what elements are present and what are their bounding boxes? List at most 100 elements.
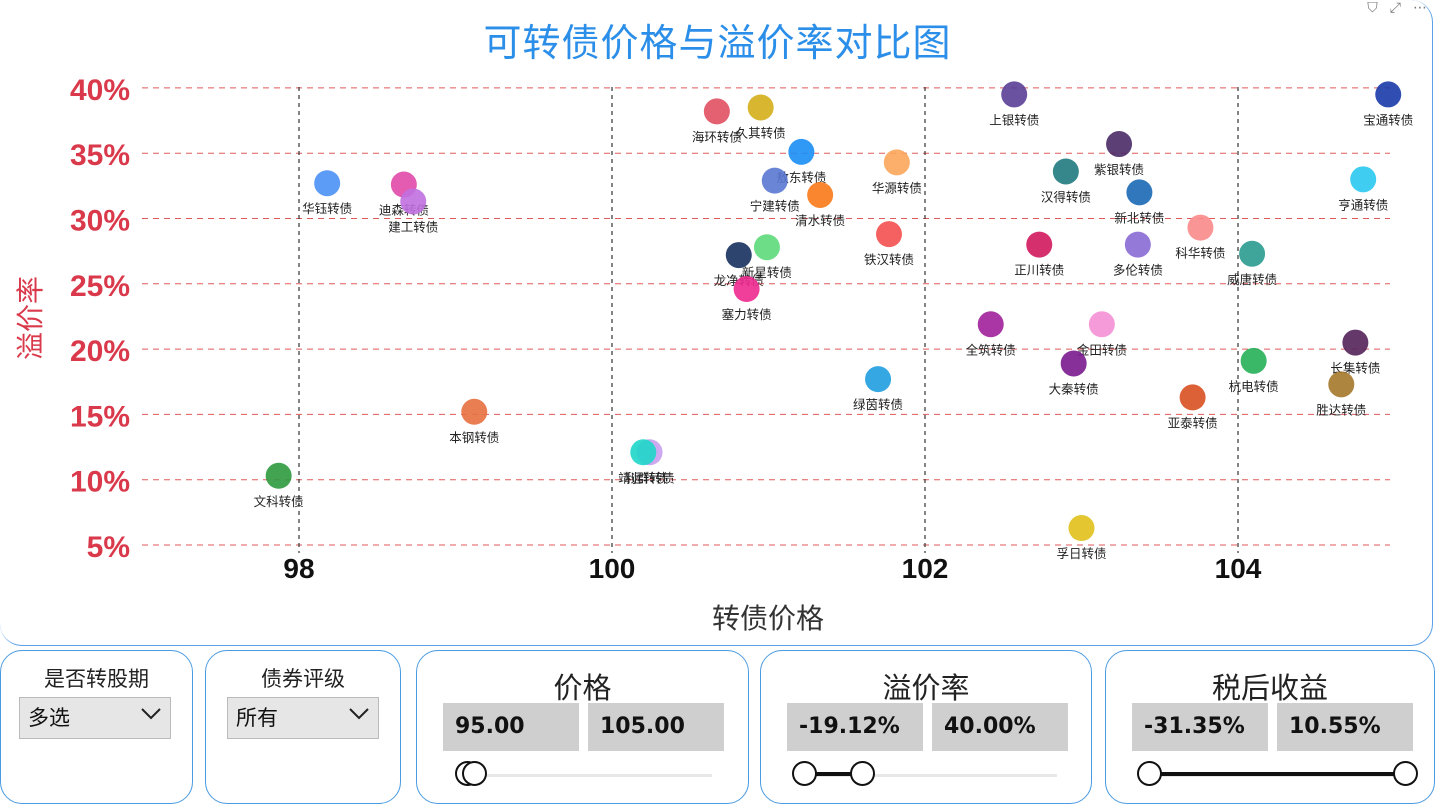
- y-tick-label: 15%: [70, 400, 130, 433]
- slicer-conversion-title: 是否转股期: [44, 667, 149, 691]
- data-point: [977, 311, 1004, 338]
- data-point-label: 清水转债: [795, 213, 845, 228]
- premium-max-input[interactable]: 40.00%: [932, 703, 1068, 751]
- data-point-label: 孚日转债: [1056, 546, 1106, 561]
- x-tick-label: 100: [589, 553, 636, 584]
- data-point-label: 全筑转债: [966, 342, 1016, 357]
- premium-slider-min-handle[interactable]: [791, 761, 817, 786]
- slicer-yield-title: 税后收益: [1211, 671, 1328, 705]
- x-tick-label: 102: [902, 553, 949, 584]
- data-point: [1124, 231, 1151, 258]
- data-point: [1187, 214, 1214, 241]
- data-point-label: 海环转债: [692, 129, 742, 144]
- conversion-dropdown[interactable]: 多选: [19, 697, 171, 739]
- data-point: [733, 276, 760, 303]
- data-point: [1179, 384, 1206, 411]
- yield-slider-max-handle[interactable]: [1392, 761, 1418, 786]
- focus-mode-icon[interactable]: ⤢: [1389, 0, 1401, 16]
- y-axis-title: 溢价率: [14, 276, 47, 360]
- data-point-label: 华钰转债: [302, 201, 352, 216]
- x-tick-label: 104: [1215, 553, 1262, 584]
- premium-min-input[interactable]: -19.12%: [787, 703, 923, 751]
- yield-min-input[interactable]: -31.35%: [1132, 703, 1268, 751]
- data-point: [461, 398, 488, 425]
- data-point: [1068, 515, 1095, 542]
- data-point-label: 杭电转债: [1229, 379, 1279, 394]
- yield-max-input[interactable]: 10.55%: [1277, 703, 1413, 751]
- chevron-down-icon: [349, 708, 369, 720]
- data-point-label: 多伦转债: [1113, 263, 1163, 278]
- slicer-premium-title: 溢价率: [882, 671, 970, 705]
- more-options-icon[interactable]: ⋯: [1413, 0, 1427, 16]
- chevron-down-icon: [141, 708, 161, 720]
- price-min-input[interactable]: 95.00: [443, 703, 579, 751]
- data-point-label: 上银转债: [989, 112, 1039, 127]
- data-point-label: 正川转债: [1014, 263, 1064, 278]
- y-tick-label: 30%: [70, 205, 130, 238]
- data-point: [883, 149, 910, 176]
- yield-slider-min-handle[interactable]: [1136, 761, 1162, 786]
- data-point-label: 宝通转债: [1363, 112, 1413, 127]
- data-point-label: 本钢转债: [449, 430, 499, 445]
- y-tick-label: 20%: [70, 335, 130, 368]
- data-point: [1001, 81, 1028, 108]
- data-point: [865, 366, 892, 393]
- data-point: [265, 462, 292, 489]
- y-tick-label: 40%: [70, 74, 130, 107]
- data-point: [761, 167, 788, 194]
- data-point-label: 紫银转债: [1094, 162, 1144, 177]
- y-tick-label: 5%: [87, 531, 130, 564]
- premium-slider-fill: [804, 772, 863, 776]
- price-slider-track[interactable]: [467, 774, 712, 777]
- slicer-premium: 溢价率 -19.12% 40.00%: [760, 650, 1092, 804]
- data-point: [630, 439, 657, 466]
- data-point: [1126, 179, 1153, 206]
- premium-slider-max-handle[interactable]: [849, 761, 875, 786]
- data-point: [1026, 231, 1053, 258]
- slicer-price: 价格 95.00 105.00: [416, 650, 749, 804]
- data-point-label: 利群转债: [625, 470, 675, 485]
- data-point: [747, 94, 774, 121]
- data-point-label: 亨通转债: [1338, 197, 1388, 212]
- data-point-label: 靖远转债: [618, 470, 668, 485]
- data-point: [1052, 158, 1079, 185]
- price-max-input[interactable]: 105.00: [588, 703, 724, 751]
- price-slider-max-handle[interactable]: [461, 761, 487, 786]
- filter-icon[interactable]: ⛉: [1367, 0, 1378, 16]
- data-point: [1342, 329, 1369, 356]
- data-point: [314, 170, 341, 197]
- data-point: [807, 181, 834, 208]
- data-point: [725, 242, 752, 269]
- slicer-price-title: 价格: [553, 671, 612, 705]
- data-point-label: 绿茵转债: [853, 397, 903, 412]
- data-point-label: 铁汉转债: [864, 252, 914, 267]
- y-tick-label: 35%: [70, 139, 130, 172]
- data-point-label: 新北转债: [1114, 210, 1164, 225]
- rating-dropdown[interactable]: 所有: [227, 697, 379, 739]
- yield-slider-fill: [1149, 772, 1405, 776]
- premium-slider-track[interactable]: [804, 774, 1057, 777]
- data-point: [703, 98, 730, 125]
- y-tick-label: 25%: [70, 270, 130, 303]
- data-point-label: 威唐转债: [1227, 272, 1277, 287]
- data-point-label: 胜达转债: [1316, 402, 1366, 417]
- chart-title: 可转债价格与溢价率对比图: [483, 21, 952, 65]
- data-point-label: 华源转债: [872, 180, 922, 195]
- data-point: [1106, 131, 1133, 158]
- data-point: [1088, 311, 1115, 338]
- data-point: [1239, 240, 1266, 267]
- slicer-conversion: 是否转股期 多选: [0, 650, 193, 804]
- data-point-label: 塞力转债: [722, 307, 772, 322]
- data-point: [400, 188, 427, 215]
- scatter-plot: 5% 10% 15% 20% 25% 30% 35% 40% 98 100 102 104 转债价格 溢价…: [14, 74, 1413, 635]
- data-point-label: 汉得转债: [1041, 189, 1091, 204]
- data-point: [1240, 347, 1267, 374]
- data-point-label: 科华转债: [1175, 246, 1225, 261]
- data-point-label: 亚泰转债: [1168, 415, 1218, 430]
- data-point-label: 久其转债: [736, 125, 786, 140]
- data-point: [788, 138, 815, 165]
- data-point-label: 敖东转债: [776, 170, 826, 185]
- y-tick-label: 10%: [70, 466, 130, 499]
- x-axis-title: 转债价格: [712, 602, 824, 635]
- data-point-label: 宁建转债: [750, 199, 800, 214]
